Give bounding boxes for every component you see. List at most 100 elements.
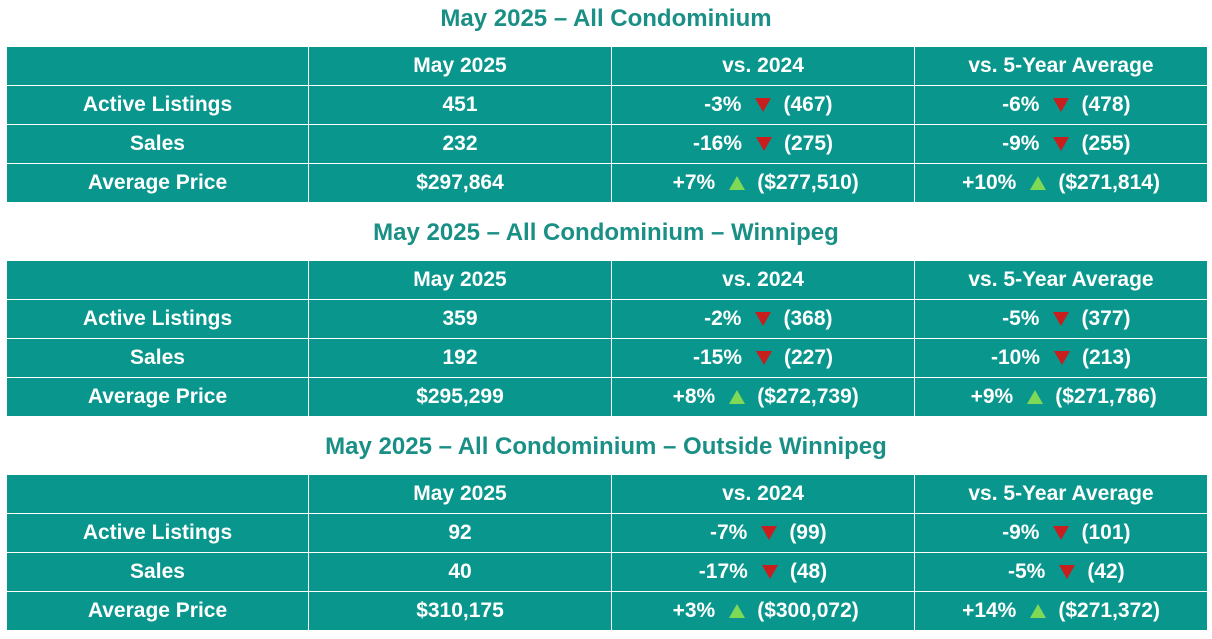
column-header: May 2025 — [308, 46, 612, 86]
comparison: -2% (368) — [693, 307, 832, 331]
vs-5yr-cell: -9% (255) — [914, 124, 1208, 164]
percent-change: -9% — [1002, 132, 1040, 155]
column-header: vs. 5-Year Average — [914, 474, 1208, 514]
comparison: -5% (42) — [997, 560, 1125, 584]
percent-change: +7% — [672, 171, 716, 194]
comparison: +3% ($300,072) — [667, 599, 859, 623]
vs-5yr-cell: -5% (377) — [914, 299, 1208, 339]
column-header — [6, 260, 309, 300]
vs-2024-cell: -7% (99) — [611, 513, 915, 553]
previous-value: (467) — [783, 93, 833, 116]
vs-5yr-cell: +14% ($271,372) — [914, 591, 1208, 631]
comparison: -9% (255) — [991, 132, 1130, 156]
section-title: May 2025 – All Condominium – Outside Win… — [325, 433, 887, 460]
percent-change: -5% — [1002, 307, 1040, 330]
triangle-up-icon — [729, 176, 746, 190]
previous-value: (42) — [1087, 560, 1125, 583]
vs-2024-cell: -3% (467) — [611, 85, 915, 125]
triangle-down-icon — [1053, 526, 1070, 540]
column-header: vs. 2024 — [611, 474, 915, 514]
vs-5yr-cell: -5% (42) — [914, 552, 1208, 592]
triangle-down-icon — [756, 351, 772, 365]
percent-change: -9% — [1002, 521, 1040, 544]
percent-change: +8% — [672, 385, 716, 408]
vs-2024-cell: +3% ($300,072) — [611, 591, 915, 631]
comparison: -5% (377) — [991, 307, 1130, 331]
vs-2024-cell: -2% (368) — [611, 299, 915, 339]
triangle-down-icon — [755, 312, 772, 326]
comparison: -7% (99) — [699, 521, 827, 545]
previous-value: (48) — [789, 560, 828, 583]
comparison: +14% ($271,372) — [962, 599, 1160, 623]
percent-change: -3% — [704, 93, 742, 116]
previous-value: (213) — [1082, 346, 1132, 369]
stats-table: May 2025 vs. 2024 vs. 5-Year Average Active… — [6, 260, 1208, 417]
previous-value: (275) — [784, 132, 834, 155]
row-label: Sales — [6, 552, 309, 592]
triangle-up-icon — [1027, 390, 1044, 404]
section-title: May 2025 – All Condominium — [440, 5, 772, 32]
column-header: May 2025 — [308, 260, 612, 300]
table-row: Average Price $295,299 +8% ($272,739) +9% ($2… — [6, 377, 1208, 417]
comparison: +10% ($271,814) — [962, 171, 1160, 195]
percent-change: -15% — [692, 346, 742, 369]
percent-change: +9% — [970, 385, 1014, 408]
triangle-up-icon — [729, 390, 746, 404]
table-row: Sales 40 -17% (48) -5% (42) — [6, 552, 1208, 592]
previous-value: (478) — [1081, 93, 1131, 116]
section-title: May 2025 – All Condominium – Winnipeg — [373, 219, 839, 246]
current-value: $297,864 — [308, 163, 612, 203]
triangle-up-icon — [1030, 176, 1047, 190]
column-header: vs. 5-Year Average — [914, 46, 1208, 86]
comparison: -17% (48) — [699, 560, 827, 584]
table-row: Active Listings 359 -2% (368) -5% (377) — [6, 299, 1208, 339]
previous-value: (377) — [1081, 307, 1131, 330]
previous-value: ($272,739) — [757, 385, 859, 408]
percent-change: +3% — [672, 599, 716, 622]
row-label: Sales — [6, 338, 309, 378]
column-header: vs. 2024 — [611, 260, 915, 300]
table-row: Average Price $297,864 +7% ($277,510) +10% ($… — [6, 163, 1208, 203]
previous-value: (99) — [789, 521, 827, 544]
current-value: $310,175 — [308, 591, 612, 631]
vs-5yr-cell: +10% ($271,814) — [914, 163, 1208, 203]
row-label: Active Listings — [6, 299, 309, 339]
column-header: May 2025 — [308, 474, 612, 514]
triangle-down-icon — [756, 137, 772, 151]
previous-value: (368) — [783, 307, 833, 330]
column-header — [6, 46, 309, 86]
table-row: Sales 192 -15% (227) -10% (213) — [6, 338, 1208, 378]
previous-value: ($271,786) — [1055, 385, 1157, 408]
vs-2024-cell: +8% ($272,739) — [611, 377, 915, 417]
row-label: Average Price — [6, 163, 309, 203]
comparison: -6% (478) — [991, 93, 1130, 117]
vs-2024-cell: -15% (227) — [611, 338, 915, 378]
vs-5yr-cell: +9% ($271,786) — [914, 377, 1208, 417]
comparison: -3% (467) — [693, 93, 832, 117]
previous-value: ($300,072) — [757, 599, 859, 622]
vs-5yr-cell: -9% (101) — [914, 513, 1208, 553]
current-value: 192 — [308, 338, 612, 378]
current-value: 359 — [308, 299, 612, 339]
vs-2024-cell: -17% (48) — [611, 552, 915, 592]
comparison: -16% (275) — [693, 132, 833, 156]
triangle-up-icon — [1030, 604, 1047, 618]
header-row: May 2025 vs. 2024 vs. 5-Year Average — [6, 474, 1208, 514]
previous-value: ($277,510) — [757, 171, 859, 194]
percent-change: -7% — [709, 521, 748, 544]
stats-table: May 2025 vs. 2024 vs. 5-Year Average Active… — [6, 46, 1208, 203]
comparison: -15% (227) — [693, 346, 833, 370]
current-value: 451 — [308, 85, 612, 125]
row-label: Sales — [6, 124, 309, 164]
comparison: +8% ($272,739) — [667, 385, 859, 409]
previous-value: (255) — [1081, 132, 1131, 155]
percent-change: -10% — [990, 346, 1040, 369]
header-row: May 2025 vs. 2024 vs. 5-Year Average — [6, 260, 1208, 300]
percent-change: -16% — [692, 132, 742, 155]
percent-change: -17% — [698, 560, 748, 583]
percent-change: +10% — [962, 171, 1017, 194]
vs-5yr-cell: -10% (213) — [914, 338, 1208, 378]
header-row: May 2025 vs. 2024 vs. 5-Year Average — [6, 46, 1208, 86]
triangle-down-icon — [1053, 98, 1070, 112]
comparison: -10% (213) — [991, 346, 1131, 370]
